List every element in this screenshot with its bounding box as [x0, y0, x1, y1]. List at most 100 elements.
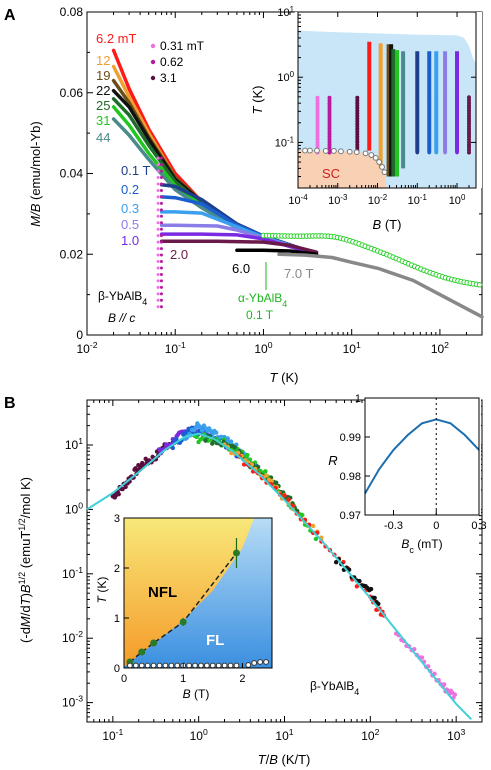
- low-field-data-point: [156, 188, 160, 192]
- field-column-point: [415, 127, 420, 132]
- series-label: 0.2: [121, 182, 139, 197]
- field-column-point: [443, 147, 447, 152]
- scaling-data-point: [241, 462, 247, 467]
- field-column-point: [467, 124, 471, 129]
- tc-open-point: [150, 662, 157, 669]
- field-column-point: [427, 95, 432, 99]
- tc-open-point: [174, 662, 181, 669]
- series-label: 0.5: [121, 217, 139, 232]
- low-field-data-point: [159, 221, 163, 225]
- scaling-fit-curve: [86, 432, 473, 721]
- inset-x-tick-label: 10-4: [288, 193, 308, 208]
- field-column-point: [443, 118, 447, 122]
- inset-phase-frame: [123, 517, 273, 669]
- field-column-point: [467, 98, 471, 103]
- series-label: 0.1 T: [121, 163, 150, 178]
- x-tick-label: 102: [361, 727, 379, 743]
- field-column-point: [455, 124, 459, 129]
- field-column-point: [427, 105, 432, 109]
- series-label: 7.0 T: [284, 266, 313, 281]
- field-column-point: [467, 108, 471, 112]
- y-tick-label: 0.08: [60, 5, 84, 19]
- field-column-point: [467, 101, 471, 106]
- field-column-point: [467, 127, 471, 132]
- x-tick-label: 101: [275, 727, 293, 743]
- field-column-point: [355, 95, 360, 100]
- tc-open-point: [127, 662, 133, 669]
- panel-b-xlabel: T/B (K/T): [258, 752, 311, 767]
- low-field-data-point: [156, 305, 160, 309]
- y-tick-label: 10-2: [62, 629, 83, 645]
- low-field-data-point: [159, 188, 163, 192]
- panel-a-inset: 10-4 10-3 10-2 10-1 100 10-1 100 101 T (K) B (T…: [250, 5, 482, 232]
- low-field-data-point: [156, 163, 160, 167]
- scaling-data-point: [123, 484, 128, 490]
- field-column-point: [415, 131, 420, 135]
- inset-r-y-tick-label: 0.99: [340, 432, 361, 444]
- field-column-point: [434, 95, 439, 99]
- crossover-line: [129, 552, 238, 663]
- panel-a-legend-right: 0.31 mT 0.62 3.1: [150, 39, 205, 85]
- low-field-data-point: [156, 227, 160, 231]
- inset-r-y-tick-label: 0.98: [340, 471, 361, 483]
- series-label: 2.0: [170, 247, 188, 262]
- field-column-point: [455, 114, 459, 119]
- x-tick-label: 100: [190, 727, 208, 743]
- low-field-data-point: [156, 214, 160, 218]
- field-column-point: [415, 150, 420, 155]
- legend-marker: [150, 59, 156, 65]
- field-column-point: [427, 147, 432, 152]
- field-column-point: [434, 101, 439, 106]
- field-column-point: [467, 95, 471, 99]
- tc-data-point: [307, 147, 313, 154]
- inset-phase-y-tick-label: 0: [114, 663, 120, 675]
- tc-open-point: [209, 662, 216, 669]
- crossover-point: [138, 648, 146, 656]
- inset-a-ylabel: T (K): [250, 86, 265, 115]
- field-column-point: [455, 131, 459, 135]
- field-column-point: [427, 121, 432, 125]
- low-field-data-point: [156, 240, 160, 244]
- y-tick-label: 100: [65, 500, 83, 516]
- series-label: 12: [96, 53, 110, 68]
- low-field-data-point: [156, 221, 160, 225]
- field-column-point: [415, 114, 420, 119]
- scaling-data-point: [354, 584, 360, 589]
- field-column-point: [467, 111, 471, 116]
- field-column-point: [415, 111, 420, 116]
- low-field-data-point: [159, 201, 163, 205]
- low-field-data-point: [156, 176, 160, 180]
- low-field-data-point: [159, 285, 163, 289]
- y-tick-label: 0: [76, 328, 83, 342]
- low-field-data-point: [156, 279, 160, 283]
- y-tick-label: 10-3: [62, 694, 83, 710]
- field-column-point: [455, 137, 459, 142]
- field-column-point: [434, 124, 439, 129]
- series-label: 19: [96, 68, 110, 83]
- field-column-point: [427, 137, 432, 142]
- scaling-data-point: [282, 493, 287, 498]
- legend-label: 3.1: [160, 71, 177, 85]
- low-field-data-point: [159, 272, 163, 276]
- field-column-point: [434, 140, 439, 145]
- inset-y-tick-label: 101: [277, 5, 294, 20]
- tc-open-point: [144, 662, 151, 669]
- panel-label-a: A: [4, 7, 16, 24]
- beta-ybalb4-label: β-YbAlB4: [98, 289, 147, 307]
- panel-b-series: [86, 421, 473, 721]
- inset-a-frame: [297, 11, 477, 189]
- field-column-point: [434, 150, 439, 155]
- field-column-point: [443, 101, 447, 106]
- x-tick-label: 102: [431, 340, 449, 356]
- low-field-data-point: [159, 305, 163, 309]
- field-column-point: [427, 108, 432, 112]
- tc-open-point: [192, 662, 198, 669]
- field-column-point: [467, 121, 471, 125]
- x-tick-label: 103: [447, 727, 465, 743]
- scaling-data-point: [333, 560, 339, 565]
- field-column-point: [415, 108, 420, 112]
- legend-marker: [150, 75, 156, 81]
- low-field-data-point: [156, 208, 160, 212]
